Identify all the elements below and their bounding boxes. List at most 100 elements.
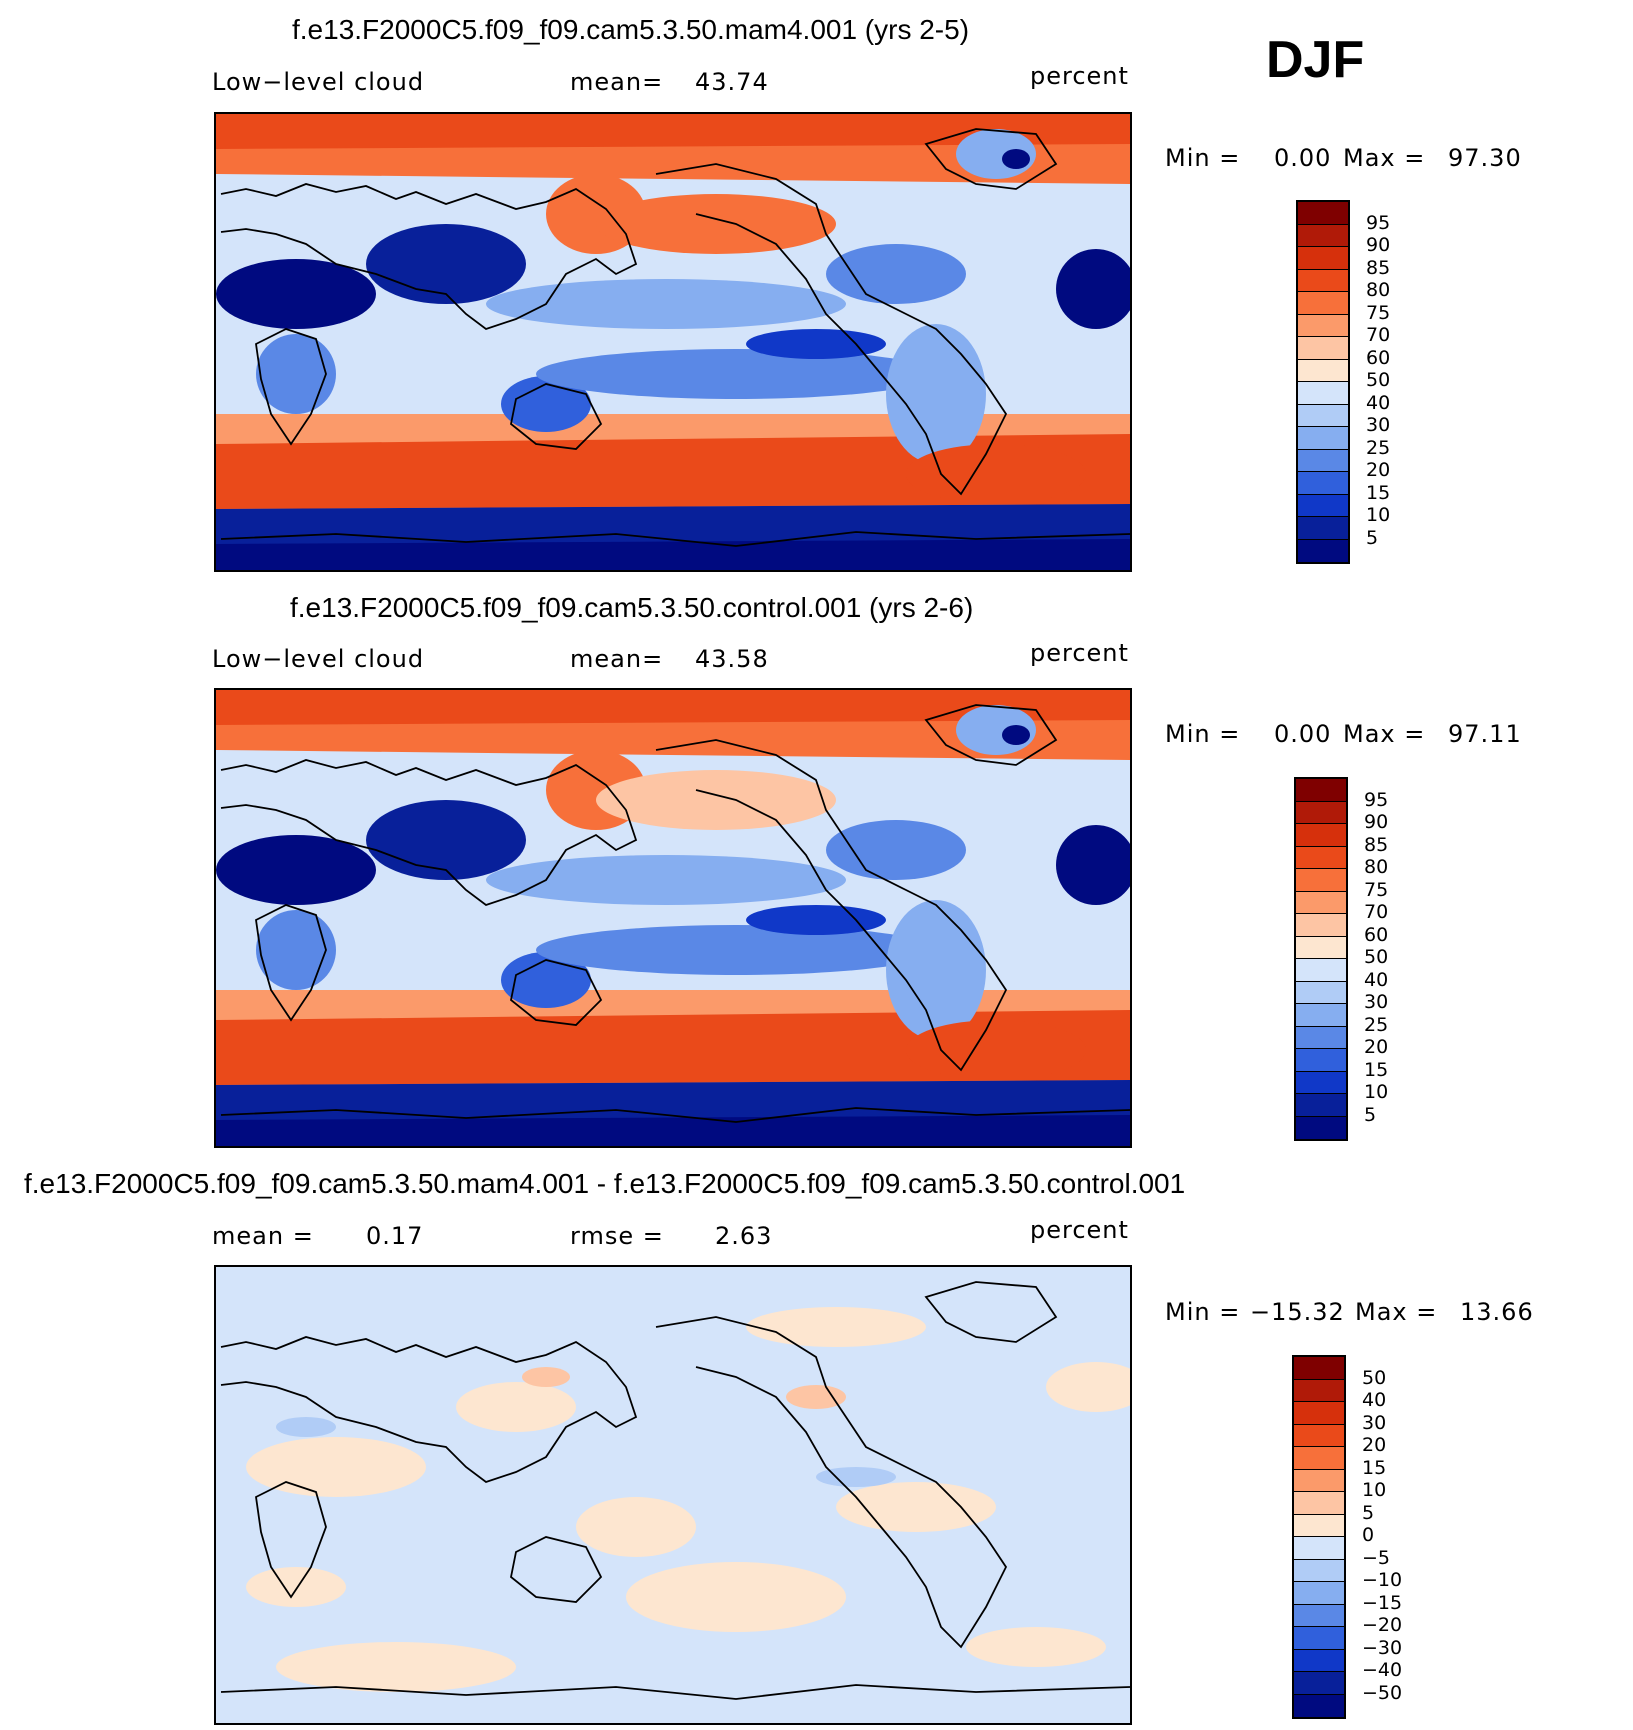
- panel1-mean-label: mean=: [570, 68, 664, 96]
- colorbar-tick-label: 20: [1364, 1036, 1389, 1058]
- panel2-max-label: Max =: [1343, 720, 1426, 748]
- colorbar-swatch: [1298, 472, 1348, 495]
- colorbar-tick-label: 10: [1364, 1081, 1389, 1103]
- panel1-mean-value: 43.74: [695, 68, 769, 96]
- colorbar-swatch: [1298, 202, 1348, 225]
- colorbar-swatch: [1294, 1447, 1344, 1470]
- panel2-variable-label: Low−level cloud: [212, 645, 425, 673]
- colorbar-tick-label: 50: [1364, 946, 1389, 968]
- panel1-map: [214, 112, 1132, 572]
- colorbar-swatch: [1298, 337, 1348, 360]
- colorbar-swatch: [1298, 427, 1348, 450]
- colorbar-tick-label: −10: [1362, 1569, 1403, 1591]
- colorbar-tick-label: 10: [1366, 504, 1391, 526]
- colorbar-tick-label: 15: [1364, 1058, 1389, 1081]
- colorbar-swatch: [1298, 314, 1348, 337]
- colorbar-swatch: [1298, 292, 1348, 315]
- panel3-map-svg: [216, 1267, 1130, 1723]
- colorbar-swatch: [1294, 1402, 1344, 1425]
- panel2-map: [214, 688, 1132, 1148]
- panel3-min-value: −15.32: [1250, 1298, 1345, 1326]
- colorbar-tick-label: 40: [1366, 391, 1391, 414]
- panel1-min-value: 0.00: [1274, 144, 1332, 172]
- colorbar-tick-label: 90: [1364, 811, 1389, 833]
- colorbar-tick-label: 70: [1366, 324, 1391, 346]
- colorbar-swatch: [1296, 1094, 1346, 1117]
- colorbar-tick-label: 15: [1366, 481, 1391, 504]
- colorbar-swatch: [1296, 779, 1346, 802]
- colorbar-swatch: [1296, 959, 1346, 982]
- panel1-min-label: Min =: [1165, 144, 1241, 172]
- colorbar-tick-label: 0: [1362, 1524, 1375, 1546]
- panel2-title: f.e13.F2000C5.f09_f09.cam5.3.50.control.…: [290, 592, 974, 623]
- panel2-min-label: Min =: [1165, 720, 1241, 748]
- colorbar-tick-label: 75: [1364, 878, 1389, 901]
- colorbar-tick-label: 30: [1362, 1411, 1387, 1434]
- colorbar-tick-label: −15: [1362, 1591, 1403, 1614]
- colorbar-swatch: [1298, 382, 1348, 405]
- colorbar-swatch: [1296, 869, 1346, 892]
- colorbar-tick-label: 60: [1366, 346, 1391, 369]
- colorbar-tick-label: 30: [1366, 414, 1391, 436]
- colorbar-swatch: [1298, 359, 1348, 382]
- colorbar-swatch: [1296, 914, 1346, 937]
- panel2-mean-value: 43.58: [695, 645, 769, 673]
- colorbar-tick-label: 25: [1364, 1013, 1389, 1036]
- colorbar-tick-label: 5: [1366, 526, 1379, 549]
- colorbar-tick-label: 25: [1366, 436, 1391, 459]
- colorbar-swatch: [1296, 1116, 1346, 1139]
- colorbar-tick-label: 75: [1366, 301, 1391, 324]
- colorbar-tick-label: −20: [1362, 1614, 1403, 1636]
- colorbar-tick-label: 80: [1366, 279, 1391, 301]
- colorbar-swatch: [1296, 801, 1346, 824]
- colorbar-tick-label: −40: [1362, 1659, 1403, 1681]
- colorbar-swatch: [1298, 269, 1348, 292]
- colorbar-swatch: [1296, 1049, 1346, 1072]
- colorbar-swatch: [1296, 981, 1346, 1004]
- colorbar-swatch: [1296, 936, 1346, 959]
- colorbar-swatch: [1294, 1379, 1344, 1402]
- panel1-units: percent: [1030, 62, 1129, 90]
- colorbar-swatch: [1296, 1004, 1346, 1027]
- panel1-title: f.e13.F2000C5.f09_f09.cam5.3.50.mam4.001…: [292, 14, 970, 45]
- colorbar-tick-label: 50: [1362, 1366, 1387, 1389]
- panel3-colorbar: [1292, 1355, 1346, 1719]
- panel1-max-value: 97.30: [1448, 144, 1522, 172]
- colorbar-tick-label: 5: [1362, 1501, 1375, 1524]
- colorbar-swatch: [1298, 404, 1348, 427]
- colorbar-tick-label: 95: [1364, 788, 1389, 811]
- colorbar-swatch: [1298, 224, 1348, 247]
- colorbar-swatch: [1294, 1627, 1344, 1650]
- panel3-title: f.e13.F2000C5.f09_f09.cam5.3.50.mam4.001…: [24, 1168, 1186, 1199]
- colorbar-swatch: [1296, 1026, 1346, 1049]
- colorbar-tick-label: 85: [1366, 256, 1391, 279]
- panel3-min-label: Min =: [1165, 1298, 1241, 1326]
- panel2-mean-label: mean=: [570, 645, 664, 673]
- colorbar-tick-label: 80: [1364, 856, 1389, 878]
- season-label: DJF: [1266, 31, 1365, 89]
- colorbar-tick-label: 90: [1366, 234, 1391, 256]
- colorbar-tick-label: 60: [1364, 923, 1389, 946]
- colorbar-swatch: [1294, 1694, 1344, 1717]
- panel3-mean-label: mean =: [212, 1222, 314, 1250]
- colorbar-tick-label: −30: [1362, 1636, 1403, 1659]
- colorbar-swatch: [1294, 1424, 1344, 1447]
- colorbar-swatch: [1294, 1469, 1344, 1492]
- colorbar-tick-label: 30: [1364, 991, 1389, 1013]
- panel3-max-value: 13.66: [1460, 1298, 1534, 1326]
- panel2-max-value: 97.11: [1448, 720, 1522, 748]
- colorbar-swatch: [1296, 824, 1346, 847]
- colorbar-swatch: [1298, 517, 1348, 540]
- panel2-colorbar: [1294, 777, 1348, 1141]
- colorbar-swatch: [1298, 247, 1348, 270]
- colorbar-swatch: [1296, 891, 1346, 914]
- colorbar-tick-label: 10: [1362, 1479, 1387, 1501]
- panel3-mean-value: 0.17: [366, 1222, 424, 1250]
- colorbar-swatch: [1294, 1672, 1344, 1695]
- colorbar-tick-label: 85: [1364, 833, 1389, 856]
- colorbar-swatch: [1298, 539, 1348, 562]
- colorbar-swatch: [1294, 1582, 1344, 1605]
- colorbar-tick-label: 20: [1362, 1434, 1387, 1456]
- colorbar-swatch: [1294, 1514, 1344, 1537]
- colorbar-tick-label: −50: [1362, 1681, 1403, 1704]
